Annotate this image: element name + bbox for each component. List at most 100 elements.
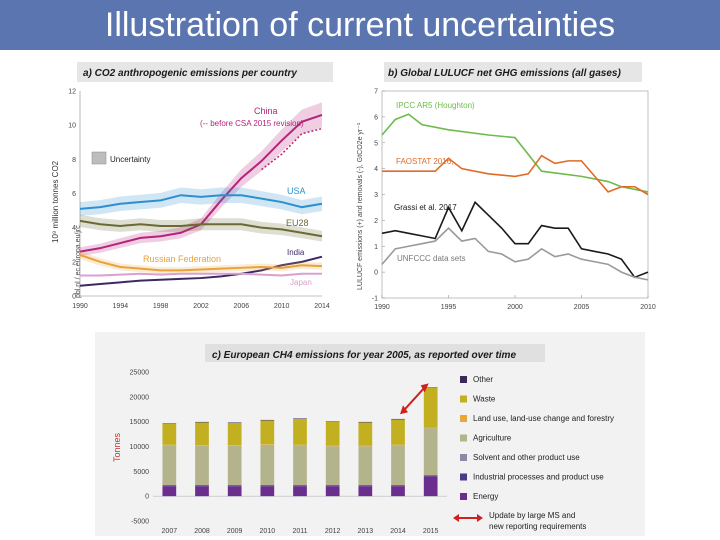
chart-c-ytick: 5000 [133,469,149,476]
chart-b-plot: -1 0 1 2 3 4 5 6 7 1990 1995 2000 2005 2010 [372,89,656,312]
chart-a-source: pbl.nl / ec.europa.eu/jrc [75,225,82,298]
legend-swatch [460,473,467,481]
legend-uncertainty-swatch [91,151,107,165]
panel-c: c) European CH4 emissions for year 2005,… [95,332,645,536]
label-ipcc: IPCC AR5 (Houghton) [396,101,475,110]
chart-a-xtick: 2006 [234,303,250,310]
legend-swatch [460,493,467,500]
chart-b-ytick: 5 [374,140,378,147]
label-grassi: Grassi et al. 2017 [394,203,457,212]
legend-label: Agriculture [473,434,512,443]
chart-c-bar-segment [162,445,177,485]
chart-a-ytick: 8 [72,157,76,164]
chart-a-ytick: 6 [72,191,76,198]
chart-c-bar-segment [391,419,405,445]
chart-a-ylabel: 10⁹ million tonnes CO2 [51,160,60,243]
chart-c-bar-segment [195,445,209,485]
chart-a-series-line [79,194,323,210]
chart-b-ytick: 3 [374,192,378,199]
chart-c-update-arrow-head-right [420,383,429,393]
chart-c-bar-segment [358,485,373,487]
label-china: China [254,106,278,116]
chart-a-xtick: 2014 [314,303,330,310]
chart-b-series-line [381,227,649,281]
chart-c-bar-segment [260,486,275,497]
chart-a-band [80,187,322,216]
annotation-line-2: new reporting requirements [489,522,586,531]
chart-c-bar-segment [391,445,405,485]
chart-b-ytick: 0 [374,270,378,277]
legend-arrow-head-right [477,514,483,522]
chart-c-bar-segment [293,485,307,487]
chart-c-bar-segment [195,422,209,446]
chart-c-bar-segment [293,445,307,485]
chart-b-xtick: 1990 [374,304,390,311]
label-eu28: EU28 [286,218,309,228]
chart-b-ytick: 6 [374,114,378,121]
label-usa: USA [287,186,306,196]
label-russia: Russian Federation [143,254,221,264]
chart-b-ylabel: LULUCF emissions (+) and removals (-), G… [357,122,364,290]
chart-c-xtick: 2015 [423,528,439,535]
chart-a-band [80,214,322,242]
legend-label: Waste [473,395,496,404]
chart-c-bar-segment [423,475,438,477]
chart-c-bar-segment [227,422,242,446]
legend-swatch [460,454,467,461]
legend-uncertainty-label: Uncertainty [110,155,150,164]
chart-c-bar-segment [325,421,340,446]
chart-c-ytick: 20000 [130,394,150,401]
label-faostat: FAOSTAT 2016, [396,157,453,166]
chart-c-bar-segment [260,444,275,485]
chart-a-xtick: 2002 [193,303,209,310]
chart-a-xtick: 1990 [72,303,88,310]
chart-c-xtick: 2010 [260,528,276,535]
chart-b-ytick: 1 [374,244,378,251]
chart-b-title-box [384,62,642,82]
chart-c-update-arrow [403,386,426,411]
chart-c-ytick: 25000 [130,370,150,377]
chart-a-series-line [261,127,323,171]
chart-c-bar-segment [423,387,438,428]
chart-c-xtick: 2013 [358,528,374,535]
chart-c-title-box [205,344,545,362]
chart-c-update-arrow-head-left [400,405,408,415]
label-unfccc: UNFCCC data sets [397,254,465,263]
legend-label: Other [473,375,493,384]
chart-a-xtick: 2010 [274,303,290,310]
legend-label: Industrial processes and product use [473,473,604,482]
chart-a-ytick: 0 [72,294,76,301]
chart-c-xtick: 2012 [325,528,341,535]
chart-b-xtick: 1995 [441,304,457,311]
chart-a-ytick: 4 [72,225,76,232]
slide-title: Illustration of current uncertainties [104,6,616,44]
chart-b-svg: b) Global LULUCF net GHG emissions (all … [357,62,656,312]
chart-a-ytick: 12 [68,89,76,96]
label-china-revision: (-- before CSA 2015 revision) [200,119,304,128]
chart-a-xtick: 1994 [113,303,129,310]
chart-c-ytick: 0 [145,494,149,501]
chart-b-frame [381,90,649,299]
chart-b-ytick: -1 [372,296,378,303]
chart-a-series-line [79,254,323,272]
chart-c-bar-segment [227,485,242,487]
chart-c-ylabel: Tonnes [112,432,122,462]
chart-a-series-line [79,255,323,287]
chart-a-plot: 0 2 4 6 8 10 12 1990 1994 1998 2002 2006 2010 2014 [68,89,330,311]
chart-b-series-line [381,113,649,193]
legend-arrow-head-left [453,514,459,522]
chart-c-bar-segment [162,485,177,487]
chart-c-bar-segment [293,418,307,445]
chart-c-bar-segment [293,486,307,497]
chart-b-ytick: 4 [374,166,378,173]
title-bar: Illustration of current uncertainties [0,0,720,50]
chart-c-bar-segment [391,486,405,497]
legend-label: Land use, land-use change and forestry [473,414,614,423]
label-india: India [287,248,305,257]
panel-a: a) CO2 anthropogenic emissions per count… [50,58,335,320]
legend-label: Energy [473,492,498,501]
chart-c-bar-segment [423,476,438,497]
chart-c-bar-segment [227,486,242,497]
chart-c-bar-segment [162,423,177,445]
chart-b-ytick: 7 [374,89,378,96]
